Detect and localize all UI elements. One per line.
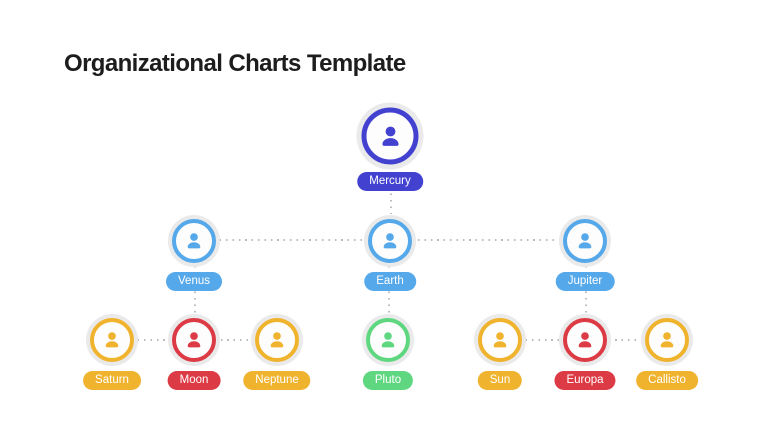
org-node-neptune[interactable] xyxy=(255,318,299,362)
org-node-europa-label[interactable]: Europa xyxy=(554,371,616,390)
org-node-earth[interactable] xyxy=(368,219,412,263)
person-icon xyxy=(578,233,592,249)
org-node-moon[interactable] xyxy=(172,318,216,362)
org-node-neptune-label[interactable]: Neptune xyxy=(243,371,311,390)
org-node-venus-label[interactable]: Venus xyxy=(166,272,222,291)
org-node-mercury[interactable] xyxy=(361,107,419,165)
org-node-jupiter[interactable] xyxy=(563,219,607,263)
org-node-earth-label[interactable]: Earth xyxy=(364,272,416,291)
org-node-sun-label[interactable]: Sun xyxy=(477,371,523,390)
org-node-pluto[interactable] xyxy=(366,318,410,362)
org-node-jupiter-label[interactable]: Jupiter xyxy=(555,272,615,291)
connector-line xyxy=(390,168,392,214)
person-icon xyxy=(187,332,201,348)
org-node-callisto[interactable] xyxy=(645,318,689,362)
person-icon xyxy=(660,332,674,348)
person-icon xyxy=(105,332,119,348)
person-icon xyxy=(187,233,201,249)
org-node-callisto-label[interactable]: Callisto xyxy=(636,371,698,390)
person-icon xyxy=(381,332,395,348)
org-node-sun[interactable] xyxy=(478,318,522,362)
slide-title: Organizational Charts Template xyxy=(64,50,406,77)
person-icon xyxy=(270,332,284,348)
org-node-saturn[interactable] xyxy=(90,318,134,362)
person-icon xyxy=(381,126,399,146)
org-node-saturn-label[interactable]: Saturn xyxy=(83,371,141,390)
person-icon xyxy=(383,233,397,249)
org-node-pluto-label[interactable]: Pluto xyxy=(362,371,414,390)
org-node-mercury-label[interactable]: Mercury xyxy=(357,172,423,191)
org-node-venus[interactable] xyxy=(172,219,216,263)
person-icon xyxy=(578,332,592,348)
person-icon xyxy=(493,332,507,348)
org-node-moon-label[interactable]: Moon xyxy=(167,371,221,390)
org-node-europa[interactable] xyxy=(563,318,607,362)
